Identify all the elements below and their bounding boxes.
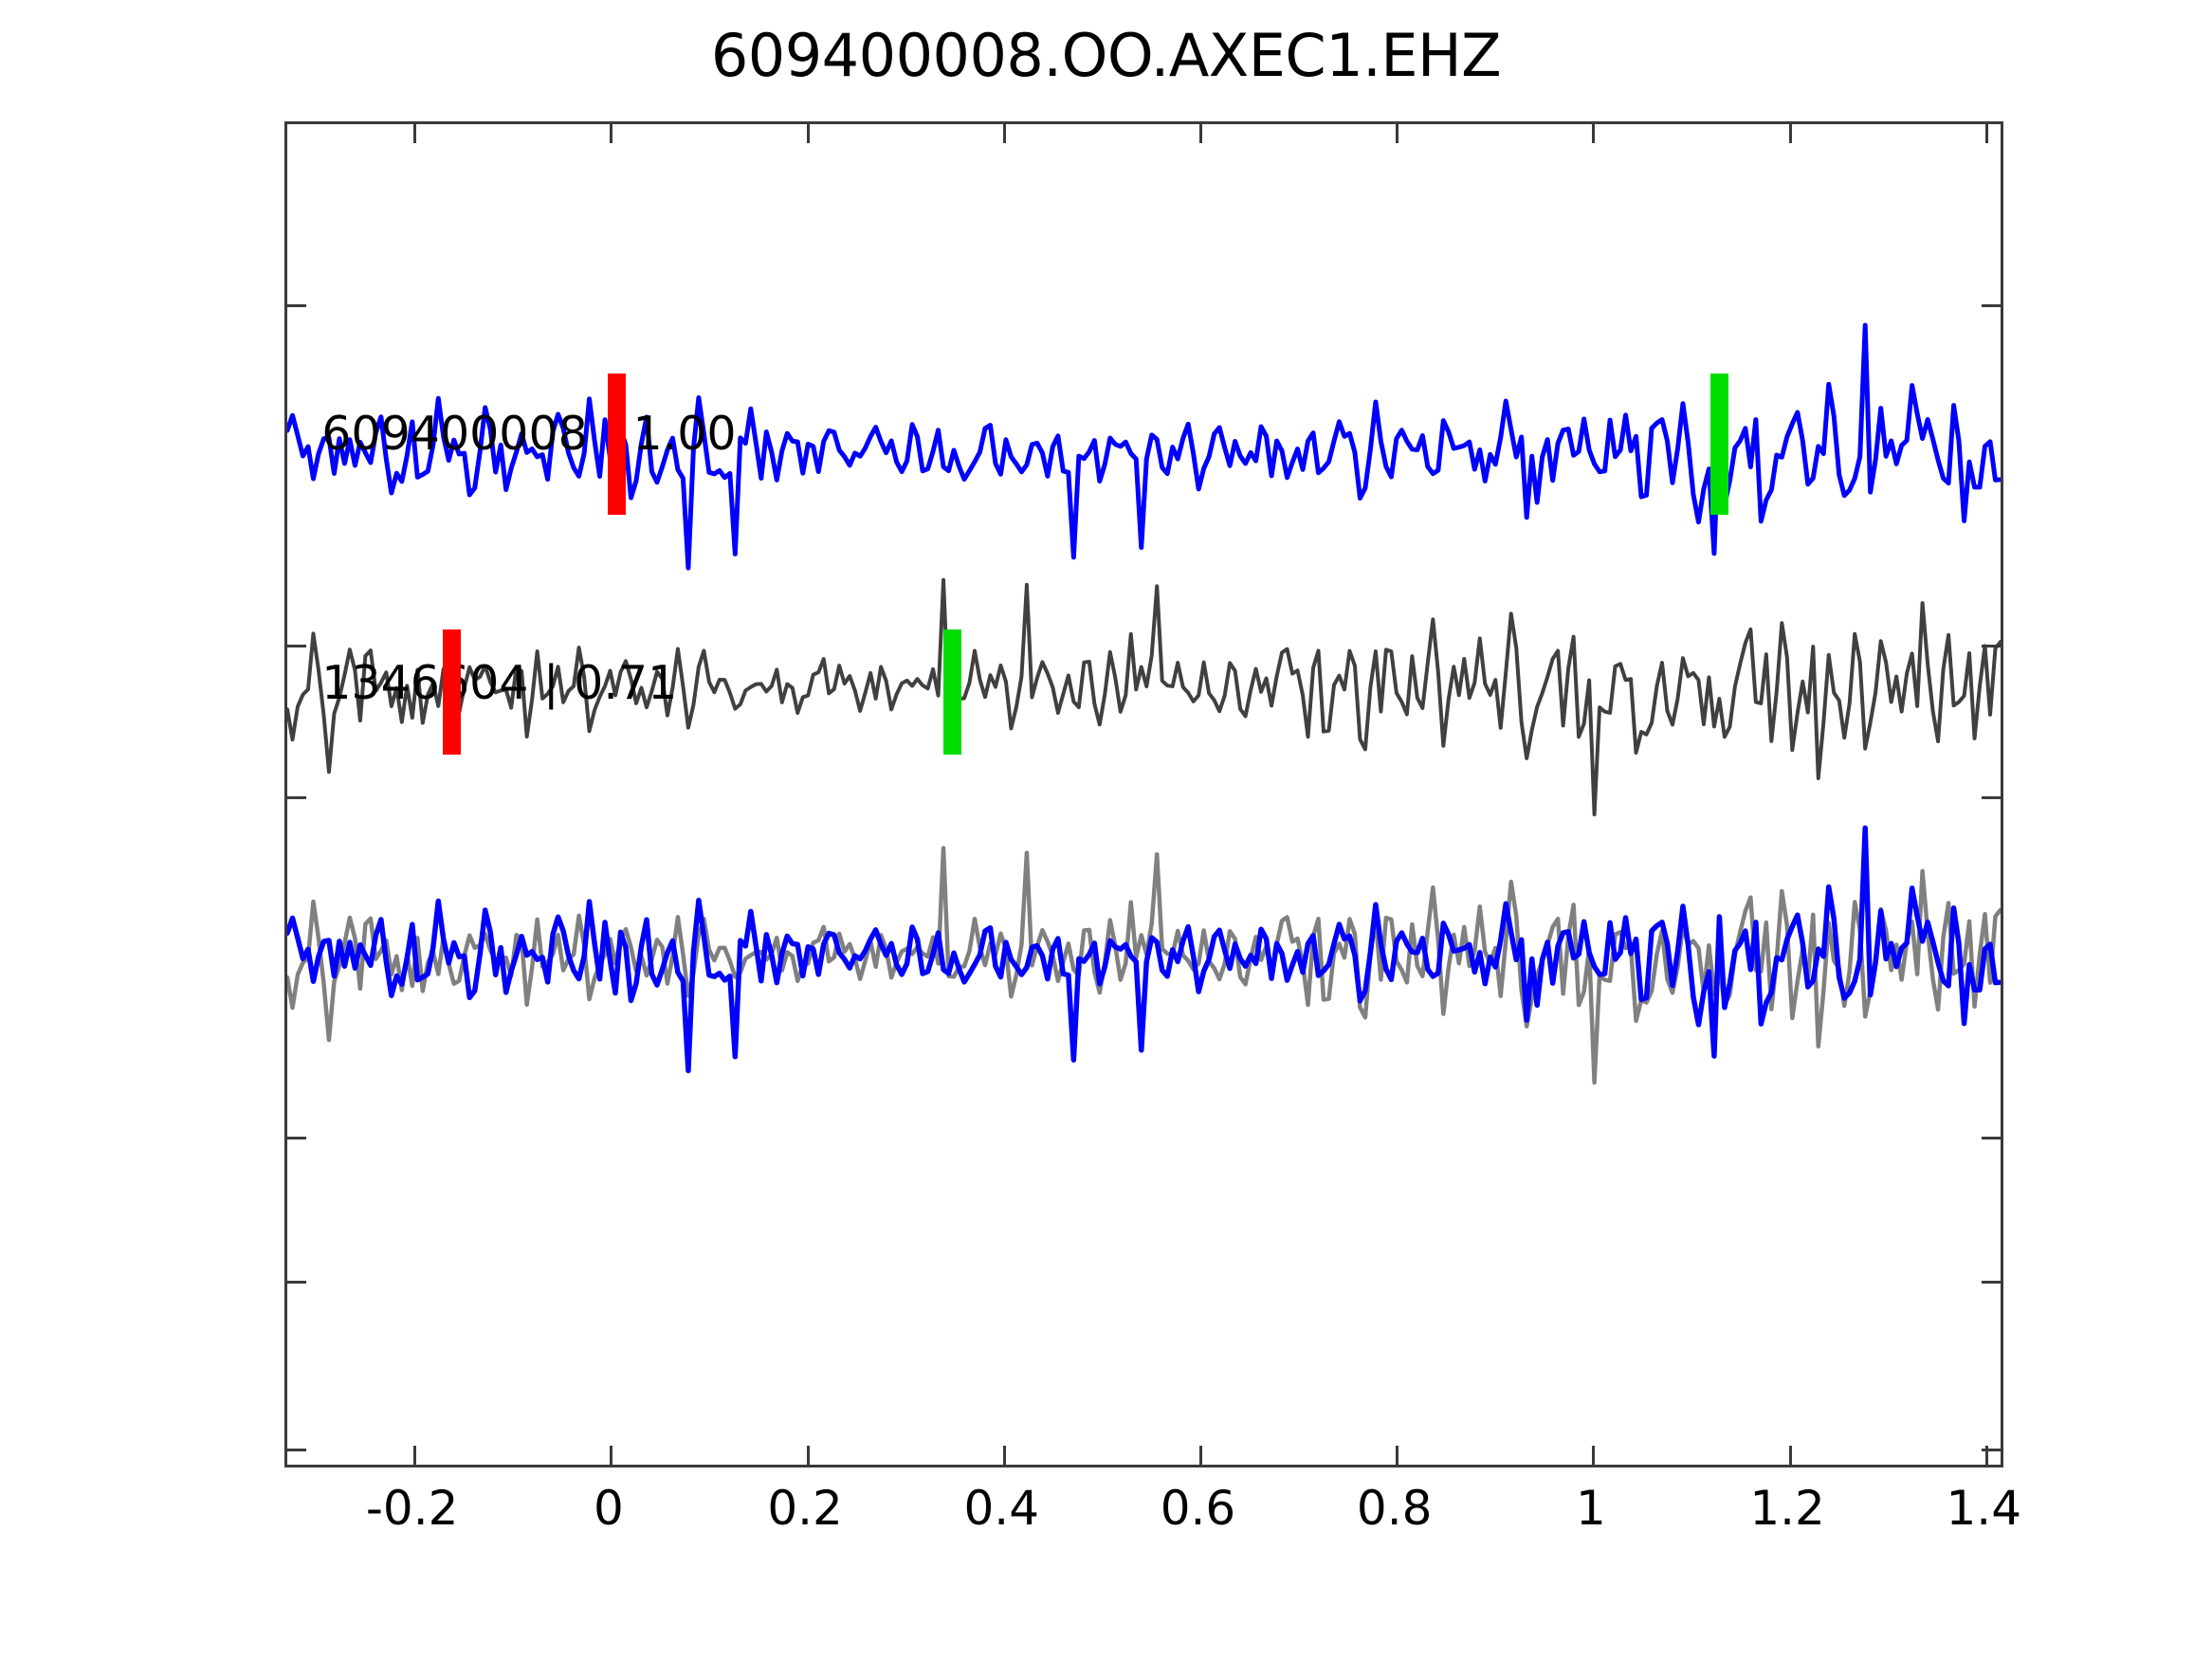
s-pick-marker-detection [943,629,962,755]
trace-detection [287,577,2001,817]
x-tick-bottom [1984,1446,1988,1465]
s-pick-marker-template [1710,373,1729,515]
y-tick-right [1982,1280,2001,1284]
trace-label-detection: 1346604 | 0.71 [321,655,678,710]
trace-label-template: 609400008 | 1.00 [321,407,737,462]
x-tick-bottom [413,1446,417,1465]
x-tick-top [413,124,417,143]
y-tick-right [1982,1136,2001,1139]
plot-axes-frame: 609400008 | 1.00 1346604 | 0.71 [284,121,2003,1468]
x-tick-label: 1.2 [1749,1481,1825,1536]
x-tick-top [1592,124,1596,143]
y-tick-left [287,645,306,648]
x-tick-bottom [1396,1446,1399,1465]
x-tick-top [806,124,810,143]
x-tick-label: -0.2 [365,1481,459,1536]
x-tick-label: 1 [1575,1481,1606,1536]
x-tick-label: 0.8 [1356,1481,1433,1536]
y-tick-left [287,1136,306,1139]
x-tick-bottom [1592,1446,1596,1465]
x-tick-bottom [1198,1446,1202,1465]
x-tick-bottom [1002,1446,1006,1465]
waveform-canvas [287,322,2001,1085]
x-tick-label: 1.4 [1946,1481,2022,1536]
y-tick-right [1982,645,2001,648]
x-tick-top [1984,124,1988,143]
x-tick-label: 0.2 [767,1481,843,1536]
y-tick-left [287,1280,306,1284]
x-tick-bottom [1788,1446,1792,1465]
p-pick-marker-template [608,373,627,515]
y-tick-right [1982,795,2001,799]
x-tick-bottom [610,1446,613,1465]
y-tick-left [287,1449,306,1452]
x-tick-top [1788,124,1792,143]
x-tick-top [1396,124,1399,143]
y-tick-left [287,304,306,308]
x-tick-label: 0 [593,1481,624,1536]
page-title: 609400008.OO.AXEC1.EHZ [710,21,1502,90]
x-tick-top [1198,124,1202,143]
p-pick-marker-detection [443,629,461,755]
y-tick-left [287,795,306,799]
trace-template [287,322,2001,571]
y-tick-right [1982,1449,2001,1452]
x-tick-top [1002,124,1006,143]
x-tick-top [610,124,613,143]
x-tick-bottom [806,1446,810,1465]
x-tick-label: 0.4 [963,1481,1040,1536]
x-tick-label: 0.6 [1160,1481,1236,1536]
overlay-traces [287,825,2001,1085]
y-tick-right [1982,304,2001,308]
